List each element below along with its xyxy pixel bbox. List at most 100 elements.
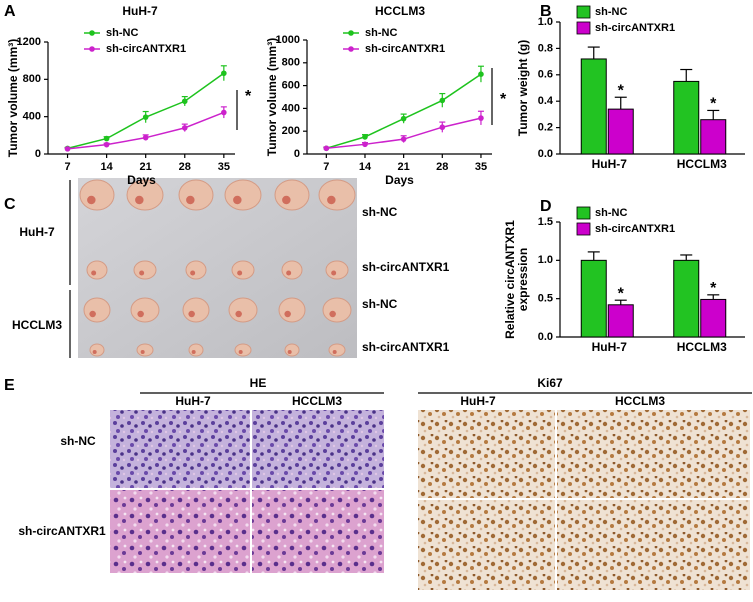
legend-marker bbox=[89, 30, 95, 36]
bar bbox=[607, 304, 634, 338]
legend-label: sh-NC bbox=[365, 27, 397, 39]
y-tick-label: 200 bbox=[282, 125, 300, 137]
point bbox=[478, 71, 484, 77]
ki67-image bbox=[418, 500, 555, 590]
legend-marker bbox=[348, 30, 354, 36]
x-tick-label: 14 bbox=[100, 161, 113, 173]
point bbox=[362, 134, 368, 140]
tumor-spot bbox=[235, 310, 242, 318]
panel-label: E bbox=[4, 377, 15, 394]
tumor bbox=[136, 343, 154, 357]
annotation: * bbox=[500, 91, 507, 108]
tumor-spot bbox=[89, 310, 96, 318]
point bbox=[103, 135, 110, 142]
point bbox=[400, 115, 407, 122]
tumor-spot bbox=[327, 195, 336, 205]
panel-label: A bbox=[4, 3, 16, 20]
point bbox=[221, 70, 227, 77]
group-label: HuH-7 bbox=[19, 225, 55, 239]
bar bbox=[700, 119, 727, 155]
point bbox=[181, 98, 188, 105]
legend-swatch bbox=[576, 21, 591, 35]
tumor bbox=[281, 260, 303, 280]
y-axis-label: Relative circANTXR1 bbox=[503, 220, 517, 339]
point bbox=[64, 146, 71, 152]
ki67-image bbox=[418, 410, 555, 498]
y-tick-label: 0 bbox=[294, 148, 300, 160]
tumor bbox=[224, 179, 262, 211]
x-tick-label: 14 bbox=[359, 161, 372, 173]
column-label: HuH-7 bbox=[175, 394, 211, 408]
tumor-spot bbox=[332, 350, 337, 354]
tumor bbox=[234, 343, 252, 357]
chart-title: HuH-7 bbox=[122, 4, 158, 18]
row-label: sh-circANTXR1 bbox=[362, 260, 450, 274]
y-tick-label: 1.0 bbox=[538, 16, 553, 28]
tumor-spot bbox=[286, 270, 292, 276]
y-tick-label: 0.2 bbox=[538, 122, 553, 134]
legend-marker bbox=[348, 46, 354, 52]
bar bbox=[700, 298, 727, 338]
tumor bbox=[325, 260, 349, 280]
y-tick-label: 0.4 bbox=[538, 95, 554, 107]
panel-label: B bbox=[540, 3, 552, 20]
point bbox=[323, 145, 330, 152]
point bbox=[400, 136, 407, 142]
annotation: * bbox=[245, 88, 252, 105]
column-label: HCCLM3 bbox=[615, 394, 665, 408]
panel-e: HE HuH-7 HCCLM3 Ki67 HuH-7 HCCLM3 sh-NC … bbox=[18, 376, 752, 590]
tumor-spot bbox=[140, 350, 145, 354]
legend-label: sh-circANTXR1 bbox=[365, 43, 445, 55]
legend-label: sh-NC bbox=[106, 27, 138, 39]
column-label: HCCLM3 bbox=[292, 394, 342, 408]
point bbox=[142, 134, 149, 141]
x-tick-label: 7 bbox=[64, 161, 70, 173]
tumor bbox=[318, 179, 356, 211]
tumor-spot bbox=[287, 350, 292, 354]
x-tick-label: 35 bbox=[218, 161, 230, 173]
tumor-spot bbox=[329, 310, 336, 318]
point bbox=[103, 141, 110, 148]
tumor-spot bbox=[186, 195, 195, 205]
tumor bbox=[228, 297, 258, 323]
y-axis-label: Tumor weight (g) bbox=[516, 40, 530, 136]
y-tick-label: 0.0 bbox=[538, 148, 553, 160]
point bbox=[478, 115, 484, 121]
point bbox=[439, 124, 446, 131]
y-tick-label: 400 bbox=[23, 111, 41, 123]
legend-swatch bbox=[576, 222, 591, 236]
point bbox=[439, 97, 446, 104]
tumor-spot bbox=[284, 310, 291, 318]
x-tick-label: 21 bbox=[398, 161, 410, 173]
tumor-spot bbox=[238, 350, 243, 354]
tumor bbox=[130, 297, 160, 323]
x-tick-label: 35 bbox=[475, 161, 487, 173]
point bbox=[181, 125, 188, 131]
tumor-spot bbox=[137, 310, 144, 318]
annotation: * bbox=[618, 285, 625, 302]
y-axis-label: Tumor volume (mm³) bbox=[265, 38, 279, 156]
y-tick-label: 1.5 bbox=[538, 216, 553, 228]
legend-label: sh-circANTXR1 bbox=[595, 223, 675, 235]
x-tick-label: HuH-7 bbox=[592, 157, 628, 171]
tumor bbox=[89, 343, 105, 357]
ki67-image bbox=[557, 500, 750, 590]
tumor bbox=[83, 297, 111, 323]
tumor-spot bbox=[233, 195, 242, 205]
legend-swatch bbox=[576, 206, 591, 220]
tumor bbox=[274, 179, 310, 211]
y-tick-label: 0 bbox=[35, 148, 41, 160]
bar bbox=[607, 108, 634, 155]
panel-c: HuH-7 HCCLM3 sh-NC sh-circANTXR1 sh-NC s… bbox=[12, 178, 450, 358]
column-label: HuH-7 bbox=[460, 394, 496, 408]
tumor-spot bbox=[91, 270, 97, 276]
legend-label: sh-circANTXR1 bbox=[106, 43, 186, 55]
row-label: sh-circANTXR1 bbox=[18, 524, 106, 538]
row-label: sh-NC bbox=[362, 205, 398, 219]
panel-label: C bbox=[4, 196, 16, 213]
he-image bbox=[252, 410, 384, 488]
bar bbox=[580, 259, 607, 338]
y-axis-label: expression bbox=[516, 248, 530, 311]
panel-label: D bbox=[540, 198, 552, 215]
group-label: HCCLM3 bbox=[12, 318, 62, 332]
